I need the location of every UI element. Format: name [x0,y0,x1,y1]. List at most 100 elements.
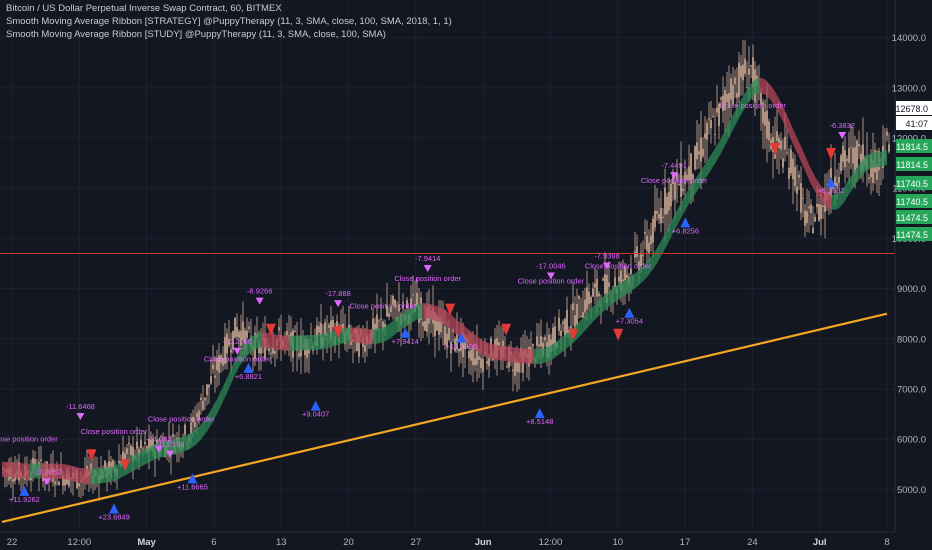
ribbon-segment [295,335,301,351]
ribbon-segment [212,397,218,423]
candle-body [198,410,200,421]
candle-body [214,375,216,378]
ribbon-segment [604,290,611,311]
candle-body [216,358,218,371]
buy-marker [19,485,30,496]
candle-body [732,85,734,105]
candle-body [402,302,404,304]
ribbon-segment [599,295,605,316]
candle-body [578,295,580,299]
candle-body [390,307,392,313]
ribbon-segment [383,324,390,343]
study-indicator-label[interactable]: Smooth Moving Average Ribbon [STUDY] @Pu… [6,29,386,40]
candle-body [222,357,224,366]
candle-body [634,251,636,258]
candle-body [598,293,600,297]
candle-body [478,356,480,360]
ribbon-segment [306,335,312,351]
ribbon-segment [870,152,876,169]
candle-body [398,304,400,312]
ribbon-segment [588,305,594,327]
candle-body [144,441,146,444]
price-badge [896,194,932,208]
ribbon-segment [84,468,91,484]
x-tick-label: 10 [612,537,623,548]
candle-body [802,197,804,199]
candle-body [552,327,554,345]
candle-body [190,422,192,435]
candle-body [822,205,824,208]
candle-body [536,336,538,346]
candle-body [744,58,746,74]
candle-body [834,176,836,186]
ribbon-segment [516,347,522,364]
candle-body [332,320,334,328]
ribbon-segment [173,438,179,455]
ribbon-segment [577,318,583,339]
candle-body [538,344,540,347]
ribbon-segment [129,455,135,474]
candle-body [652,218,654,243]
candle-body [876,164,878,180]
price-axis[interactable] [895,0,932,532]
candle-body [730,78,732,100]
x-tick-label: Jun [475,537,492,548]
time-axis[interactable] [0,532,932,550]
ribbon-segment [444,309,451,329]
signal-label: +6.3832 [817,186,844,195]
candle-body [202,400,204,410]
ribbon-segment [665,221,672,248]
ribbon-segment [367,329,373,345]
strategy-indicator-label[interactable]: Smooth Moving Average Ribbon [STRATEGY] … [6,16,452,27]
ribbon-segment [145,446,152,465]
candle-body [318,326,320,333]
candle-body [112,460,114,468]
x-tick-label: 13 [276,537,287,548]
candle-body [570,326,572,329]
x-axis-labels: 22 12:00 May 6 13 20 27 Jun 12:00 10 17 24 Jul 8 [7,537,890,548]
candle-body [692,174,694,180]
candle-body [566,309,568,334]
ribbon-segment [798,140,805,169]
ribbon-segment [422,302,428,319]
signal-label: -7.9398 [594,251,619,260]
candle-body [516,361,518,372]
ribbon-segment [781,104,788,132]
ribbon-segment [217,386,224,413]
candle-body [434,312,436,336]
candle-body [716,107,718,113]
candle-body [704,133,706,138]
candle-body [204,397,206,401]
ribbon-segment [405,308,412,327]
candle-body [228,338,230,346]
candle-body [782,158,784,168]
candle-body [786,152,788,154]
candle-body [776,131,778,141]
close-arrow-marker [838,131,847,139]
buy-marker [456,332,467,343]
ribbon-segment [134,452,141,471]
candle-body [734,77,736,85]
ribbon-segment [654,242,661,267]
ribbon-segment [361,328,368,345]
ribbon-segment [317,334,323,350]
candle-body [596,278,598,297]
candle-body [614,277,616,287]
price-badge-text: 11474.5 [896,230,928,240]
candle-body [470,349,472,361]
ribbon-segment [223,373,229,402]
close-arrow-marker [334,300,343,308]
ribbon-segment [184,433,191,452]
candle-body [842,145,844,162]
candle-body [640,252,642,267]
candle-body [242,321,244,340]
candle-body [132,447,134,462]
sell-marker [825,148,836,161]
candle-body [764,112,766,126]
ribbon-segment [732,105,738,132]
candle-body [392,296,394,305]
ribbon-segment [521,348,528,364]
candle-body [708,118,710,120]
candle-body [212,364,214,370]
